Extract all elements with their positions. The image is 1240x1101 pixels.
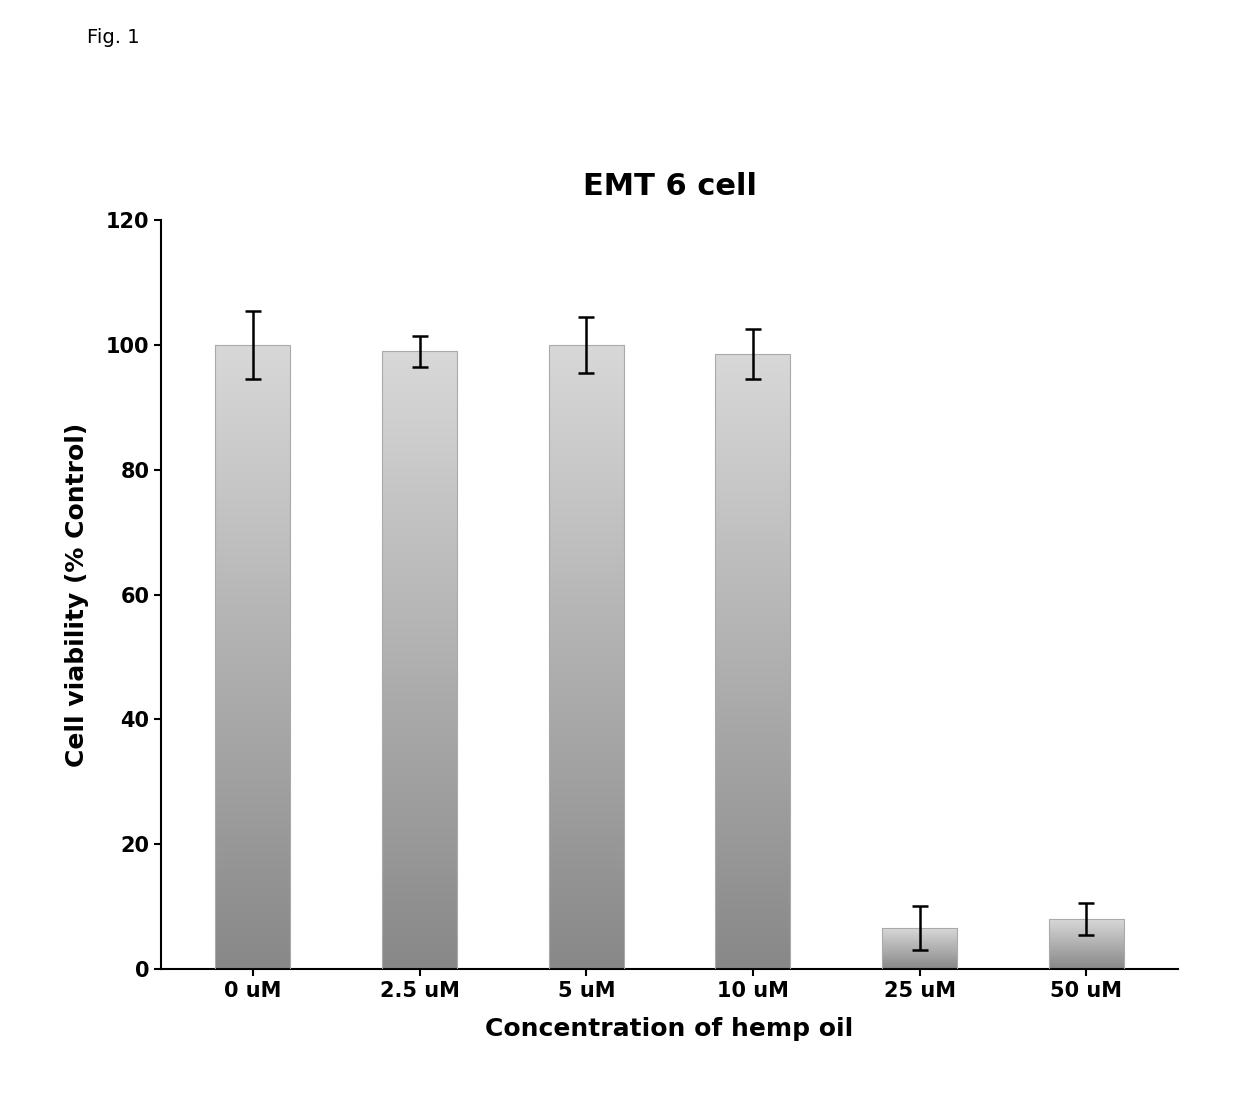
Text: Fig. 1: Fig. 1 xyxy=(87,28,139,46)
X-axis label: Concentration of hemp oil: Concentration of hemp oil xyxy=(486,1017,853,1042)
Title: EMT 6 cell: EMT 6 cell xyxy=(583,172,756,201)
Bar xyxy=(216,345,290,969)
Bar xyxy=(1049,919,1123,969)
Bar xyxy=(382,351,458,969)
Bar xyxy=(549,345,624,969)
Y-axis label: Cell viability (% Control): Cell viability (% Control) xyxy=(66,423,89,766)
Bar xyxy=(715,355,790,969)
Bar xyxy=(882,928,957,969)
